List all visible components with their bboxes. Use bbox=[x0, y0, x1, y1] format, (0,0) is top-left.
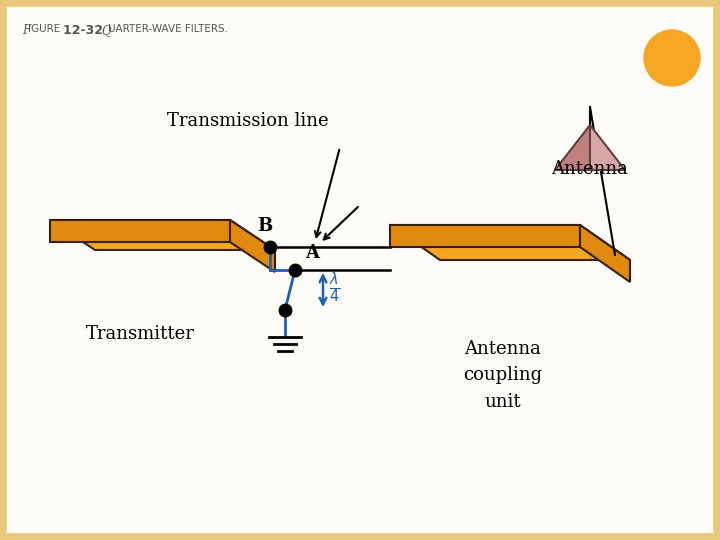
Polygon shape bbox=[50, 220, 275, 250]
Polygon shape bbox=[230, 220, 275, 272]
Text: B: B bbox=[257, 217, 273, 235]
Circle shape bbox=[644, 30, 700, 86]
Text: Q: Q bbox=[101, 24, 111, 37]
Polygon shape bbox=[580, 225, 630, 282]
Text: Antenna: Antenna bbox=[552, 160, 629, 178]
Text: IGURE: IGURE bbox=[28, 24, 63, 34]
Text: Transmitter: Transmitter bbox=[86, 325, 194, 343]
Text: F: F bbox=[22, 24, 30, 37]
Text: Transmission line: Transmission line bbox=[167, 112, 329, 130]
Text: Antenna
coupling
unit: Antenna coupling unit bbox=[464, 340, 543, 411]
Polygon shape bbox=[590, 125, 625, 170]
Text: A: A bbox=[305, 244, 319, 262]
Polygon shape bbox=[555, 125, 590, 170]
Text: $\frac{\lambda}{4}$: $\frac{\lambda}{4}$ bbox=[329, 271, 341, 305]
Polygon shape bbox=[390, 225, 580, 247]
Polygon shape bbox=[50, 220, 230, 242]
Polygon shape bbox=[390, 225, 630, 260]
Text: 12-32: 12-32 bbox=[63, 24, 107, 37]
Text: UARTER-WAVE FILTERS.: UARTER-WAVE FILTERS. bbox=[108, 24, 228, 34]
